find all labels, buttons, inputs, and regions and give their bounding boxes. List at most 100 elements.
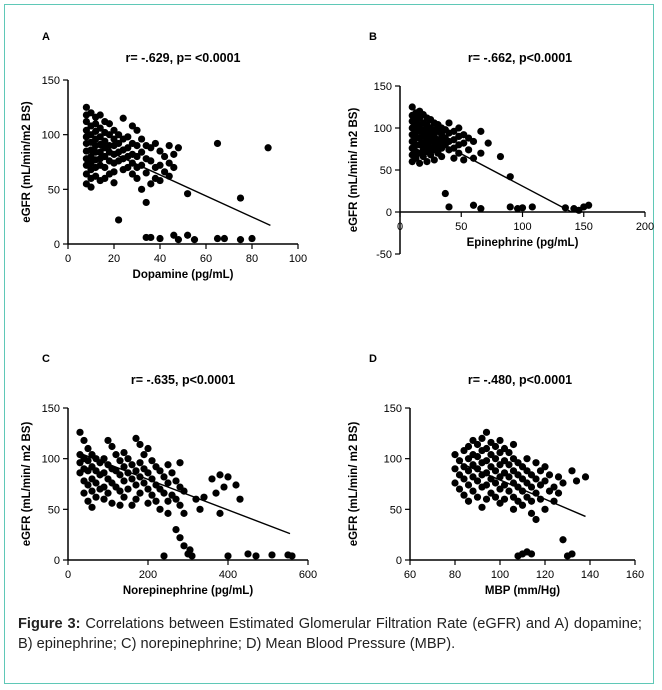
data-point xyxy=(156,467,164,475)
data-point xyxy=(469,487,477,495)
data-point xyxy=(451,465,459,473)
data-point xyxy=(482,444,491,453)
x-tick-label: 50 xyxy=(455,221,467,233)
data-point xyxy=(550,483,558,491)
panel-letter: D xyxy=(369,353,377,365)
data-point xyxy=(430,156,438,164)
data-point xyxy=(120,463,128,471)
data-point xyxy=(88,503,96,511)
y-axis-label: eGFR (mL/min/ m2 BS) xyxy=(21,422,33,547)
chart-panel-d: Dr= -.480, p<0.0001 0 50 100 150 60 80 100 120 14… xyxy=(348,353,644,597)
data-point xyxy=(568,550,576,558)
data-point xyxy=(87,183,95,191)
data-point xyxy=(119,114,127,122)
data-point xyxy=(120,448,128,457)
data-point xyxy=(124,485,132,493)
data-point xyxy=(144,485,152,493)
data-point xyxy=(541,505,549,513)
data-point xyxy=(523,455,531,463)
y-tick-label: 50 xyxy=(48,184,60,196)
y-tick-label: -50 xyxy=(376,249,392,261)
data-point xyxy=(460,139,468,147)
data-point xyxy=(496,152,505,161)
data-point xyxy=(527,509,536,517)
data-point xyxy=(92,120,100,128)
data-point xyxy=(142,169,150,177)
data-point xyxy=(464,497,473,505)
x-tick-label: 600 xyxy=(299,569,317,581)
data-point xyxy=(174,144,182,152)
data-point xyxy=(92,479,100,487)
data-point xyxy=(156,147,164,155)
x-tick-label: 140 xyxy=(581,569,599,581)
data-point xyxy=(532,459,540,467)
data-point xyxy=(216,471,224,479)
data-point xyxy=(188,552,196,560)
data-point xyxy=(244,550,252,558)
data-point xyxy=(180,542,188,550)
data-point xyxy=(108,499,116,507)
caption-text: Correlations between Estimated Glomerula… xyxy=(18,616,642,652)
data-point xyxy=(116,487,124,495)
data-point xyxy=(115,139,123,148)
data-point xyxy=(132,467,140,475)
data-point xyxy=(88,487,96,495)
x-tick-label: 200 xyxy=(636,221,654,233)
data-point xyxy=(505,448,513,457)
data-point xyxy=(165,142,173,150)
data-point xyxy=(172,495,180,503)
data-point xyxy=(104,489,112,497)
data-point xyxy=(160,552,168,560)
data-point xyxy=(491,442,500,451)
data-point xyxy=(477,205,485,213)
data-point xyxy=(165,159,173,167)
data-point xyxy=(232,481,240,489)
data-point xyxy=(236,194,245,202)
data-point xyxy=(168,469,176,477)
data-point xyxy=(96,124,104,132)
data-point xyxy=(110,126,118,134)
y-axis-label: eGFR (mL/min/ m2 BS) xyxy=(348,108,360,233)
data-point xyxy=(110,179,118,187)
data-point xyxy=(572,477,581,485)
data-point xyxy=(128,501,136,509)
data-point xyxy=(124,133,132,141)
data-point xyxy=(105,120,113,128)
data-point xyxy=(450,154,458,162)
data-point xyxy=(427,151,435,159)
data-point xyxy=(80,436,88,445)
y-tick-label: 0 xyxy=(54,555,60,567)
data-point xyxy=(138,148,146,156)
data-point xyxy=(176,501,184,509)
data-point xyxy=(554,473,563,481)
x-axis-label: Norepinephrine (pg/mL) xyxy=(123,585,254,597)
data-point xyxy=(412,154,420,162)
data-point xyxy=(92,493,100,501)
y-tick-label: 0 xyxy=(386,207,392,219)
data-point xyxy=(156,176,164,185)
data-point xyxy=(170,150,178,158)
data-point xyxy=(212,489,220,497)
data-point xyxy=(164,497,172,505)
data-point xyxy=(152,497,160,505)
data-point xyxy=(288,552,296,560)
data-point xyxy=(140,479,148,487)
data-point xyxy=(532,515,540,524)
data-point xyxy=(505,473,513,481)
data-point xyxy=(151,139,159,148)
data-point xyxy=(518,501,527,509)
data-point xyxy=(116,457,124,465)
data-point xyxy=(527,550,536,558)
data-point xyxy=(527,497,536,505)
data-point xyxy=(528,203,536,211)
data-point xyxy=(478,503,486,511)
data-point xyxy=(268,551,276,559)
data-point xyxy=(115,131,123,139)
data-point xyxy=(455,124,463,132)
data-point xyxy=(174,236,182,244)
data-point xyxy=(559,479,567,487)
x-tick-label: 80 xyxy=(246,253,258,265)
data-point xyxy=(509,440,518,449)
data-point xyxy=(216,509,224,517)
chart-panel-c: Cr= -.635, p<0.0001 0 50 100 150 0 200 400 600 No… xyxy=(21,353,317,597)
